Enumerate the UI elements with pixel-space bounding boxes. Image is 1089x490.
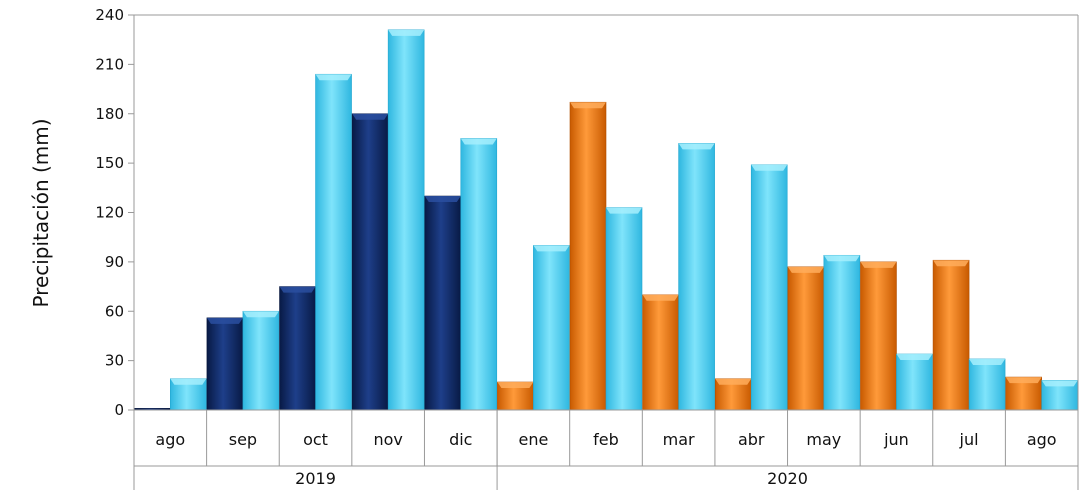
bar-series-2 <box>1041 380 1078 411</box>
bar-series-1 <box>932 259 970 411</box>
bar-series-2 <box>605 207 643 411</box>
y-tick-label: 210 <box>95 55 124 73</box>
bar-series-1 <box>642 294 679 411</box>
y-tick-label: 30 <box>105 352 124 370</box>
x-tick-label: ago <box>1027 430 1057 449</box>
y-axis-label: Precipitación (mm) <box>29 118 53 307</box>
y-tick-label: 120 <box>95 204 124 222</box>
bar-series-2 <box>315 73 352 411</box>
y-tick-label: 60 <box>105 302 124 320</box>
bar-series-2 <box>170 378 207 411</box>
y-tick-label: 0 <box>114 401 124 419</box>
bar-series-2 <box>750 164 788 411</box>
bar-series-1 <box>569 101 607 411</box>
year-group-label: 2020 <box>767 469 808 488</box>
bar-series-2 <box>678 143 715 411</box>
x-tick-label: sep <box>229 430 257 449</box>
y-tick-label: 150 <box>95 154 124 172</box>
year-group-label: 2019 <box>295 469 336 488</box>
x-tick-label: nov <box>373 430 402 449</box>
bar-series-1 <box>279 286 316 411</box>
bar-series-1 <box>714 378 752 411</box>
bar-series-2 <box>242 310 280 411</box>
x-tick-label: mar <box>663 430 695 449</box>
x-tick-label: abr <box>738 430 765 449</box>
x-tick-label: ene <box>518 430 548 449</box>
bar-series-1 <box>206 317 244 411</box>
y-tick-label: 240 <box>95 6 124 24</box>
bar-series-1 <box>787 266 825 411</box>
bar-series-2 <box>533 245 570 411</box>
bar-series-2 <box>460 138 498 411</box>
bar-series-2 <box>968 358 1006 411</box>
bar-series-2 <box>387 29 425 411</box>
bar-series-1 <box>424 195 462 411</box>
bar-series-2 <box>896 353 933 411</box>
x-tick-label: ago <box>155 430 185 449</box>
bar-series-1 <box>860 261 897 411</box>
x-tick-label: jun <box>883 430 909 449</box>
bar-series-1 <box>351 113 389 411</box>
x-tick-label: feb <box>593 430 619 449</box>
bar-series-1 <box>497 381 534 411</box>
bar-series-2 <box>823 254 861 411</box>
x-tick-label: jul <box>959 430 979 449</box>
x-tick-label: may <box>806 430 841 449</box>
x-tick-label: oct <box>303 430 328 449</box>
y-tick-label: 180 <box>95 105 124 123</box>
y-tick-label: 90 <box>105 253 124 271</box>
bar-series-1 <box>1005 376 1042 411</box>
x-tick-label: dic <box>449 430 472 449</box>
